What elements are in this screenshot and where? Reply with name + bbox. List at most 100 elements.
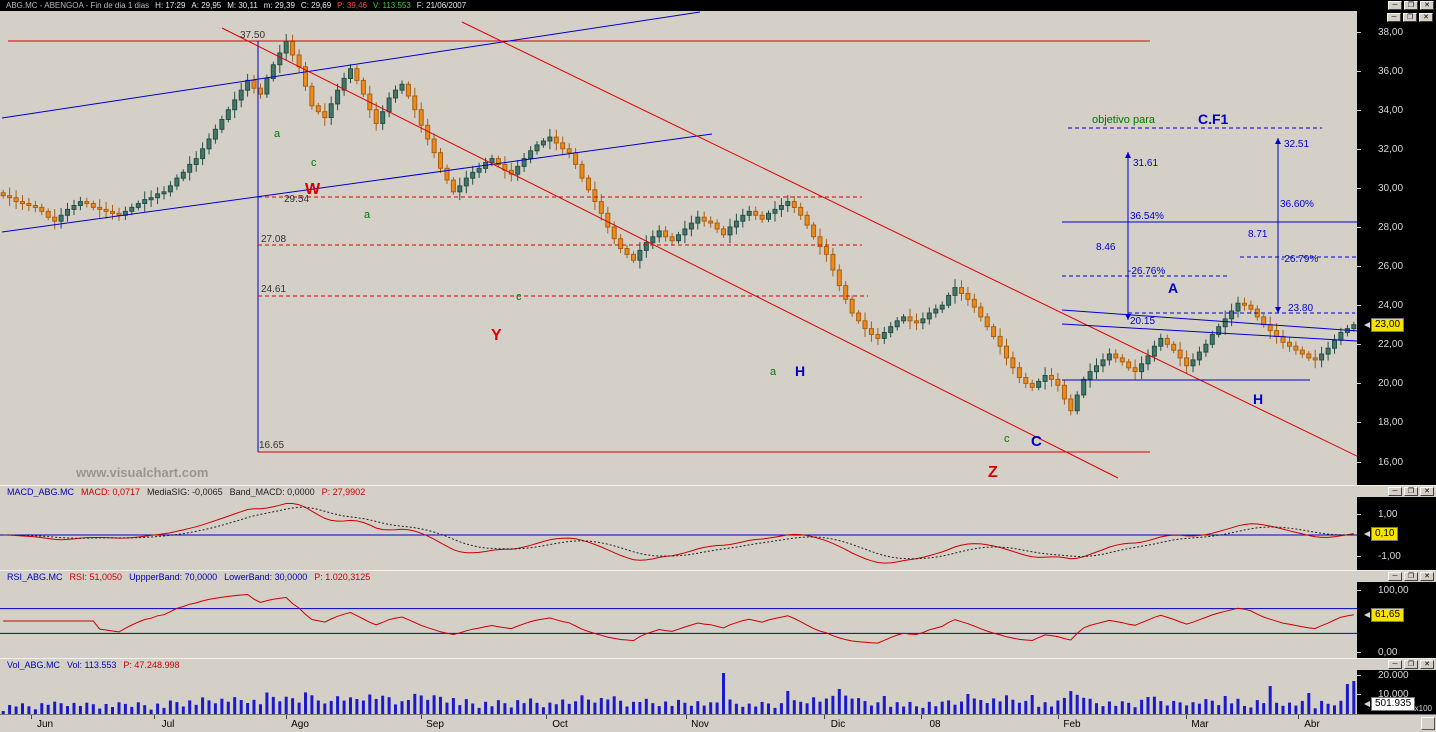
minimize-button[interactable]: ─ [1388, 1, 1402, 10]
candlestick [116, 212, 122, 216]
close-button[interactable]: ✕ [1420, 487, 1434, 496]
candlestick [1293, 345, 1299, 351]
candlestick [598, 201, 604, 214]
close-button[interactable]: ✕ [1420, 660, 1434, 669]
candlestick [573, 152, 579, 165]
candlestick [669, 236, 675, 242]
minimize-button[interactable]: ─ [1388, 660, 1402, 669]
macd-panel-header: MACD_ABG.MC MACD: 0,0717 MediaSIG: -0,0065… [0, 485, 1436, 497]
candlestick [1351, 324, 1357, 330]
candlestick [264, 77, 270, 95]
chart-annotation: c [1004, 433, 1010, 445]
candlestick [823, 246, 829, 255]
macd-chart[interactable] [0, 497, 1357, 570]
candlestick [1190, 359, 1196, 367]
candlestick [142, 199, 148, 205]
candlestick [251, 79, 257, 89]
candlestick [84, 201, 90, 205]
candlestick [52, 216, 58, 222]
month-label: Ago [291, 719, 309, 730]
candlestick [450, 179, 456, 193]
month-label: Feb [1063, 719, 1081, 730]
candlestick [997, 335, 1003, 347]
titlebar-segment: F: 21/06/2007 [416, 1, 467, 10]
candlestick [399, 83, 405, 91]
candlestick [110, 210, 115, 214]
candlestick [418, 109, 424, 126]
candlestick [245, 79, 251, 91]
volume-chart[interactable] [0, 670, 1357, 714]
candlestick [733, 220, 739, 228]
candlestick [219, 119, 225, 130]
candlestick [1055, 378, 1061, 386]
minimize-button[interactable]: ─ [1388, 572, 1402, 581]
main-price-chart[interactable]: 37.50 29.54 27.08 24.61 16.65 objetivo para C.… [0, 11, 1357, 485]
candlestick [296, 54, 302, 68]
candlestick [1216, 326, 1222, 336]
volume-unit-label: x100 [1414, 704, 1432, 713]
minimize-button[interactable]: ─ [1388, 487, 1402, 496]
close-button[interactable]: ✕ [1420, 572, 1434, 581]
candlestick [1106, 353, 1112, 361]
chart-annotation: a [770, 366, 777, 378]
candlestick [341, 77, 347, 91]
chart-annotation: 36.54% [1130, 211, 1164, 222]
candlestick [193, 158, 199, 166]
chart-annotation: 32.51 [1284, 139, 1309, 150]
chart-annotation: 27.08 [261, 234, 286, 245]
candlestick [354, 68, 360, 81]
candlestick [476, 167, 482, 173]
axis-label: 38,00 [1378, 27, 1404, 38]
timebar-corner-button[interactable] [1421, 717, 1435, 730]
candlestick [90, 203, 96, 208]
axis-tick [1357, 305, 1361, 306]
candlestick [1222, 318, 1228, 328]
candlestick [1280, 335, 1286, 343]
candlestick [817, 236, 823, 248]
indicator-header-segment: Vol: 113.553 [67, 659, 117, 670]
candlestick [1010, 357, 1016, 369]
chart-annotation: 36.60% [1280, 199, 1314, 210]
indicator-header-segment: Vol_ABG.MC [7, 659, 61, 670]
candlestick [386, 97, 392, 113]
candlestick [1094, 365, 1099, 373]
candlestick [225, 109, 231, 120]
restore-button[interactable]: ❐ [1404, 572, 1418, 581]
chart-annotation: 31.61 [1133, 158, 1158, 169]
axis-label: 16,00 [1378, 457, 1404, 468]
candlestick [746, 210, 752, 216]
restore-button[interactable]: ❐ [1403, 13, 1417, 22]
axis-tick [1357, 149, 1361, 150]
candlestick [1126, 361, 1132, 369]
close-button[interactable]: ✕ [1420, 1, 1434, 10]
rsi-chart[interactable] [0, 582, 1357, 658]
axis-tick [1357, 652, 1361, 653]
candlestick [1113, 353, 1119, 359]
candlestick [643, 242, 649, 251]
restore-button[interactable]: ❐ [1404, 660, 1418, 669]
close-button[interactable]: ✕ [1419, 13, 1433, 22]
candlestick [20, 201, 25, 205]
axis-label: 100,00 [1378, 585, 1409, 596]
candlestick [553, 136, 559, 144]
volume-panel-header: Vol_ABG.MC Vol: 113.553 P: 47.248.998 ─ ❐ ✕ [0, 658, 1436, 670]
candlestick [489, 158, 495, 164]
axis-tick [1357, 344, 1361, 345]
candlestick [611, 226, 617, 240]
candlestick [579, 163, 585, 179]
month-tick [824, 715, 825, 719]
minimize-button[interactable]: ─ [1387, 13, 1401, 22]
candlestick [894, 320, 900, 328]
candlestick [547, 136, 553, 142]
indicator-header-segment: P: 47.248.998 [123, 659, 180, 670]
candlestick [438, 152, 443, 169]
restore-button[interactable]: ❐ [1404, 1, 1418, 10]
candlestick [161, 191, 167, 195]
candlestick [965, 292, 971, 300]
month-tick [921, 715, 922, 719]
candlestick [676, 234, 681, 242]
candlestick [283, 40, 289, 54]
restore-button[interactable]: ❐ [1404, 487, 1418, 496]
candlestick [206, 138, 212, 150]
chart-titlebar: ABG.MC - ABENGOA - Fin de dia 1 dias H: 1… [0, 0, 1436, 11]
